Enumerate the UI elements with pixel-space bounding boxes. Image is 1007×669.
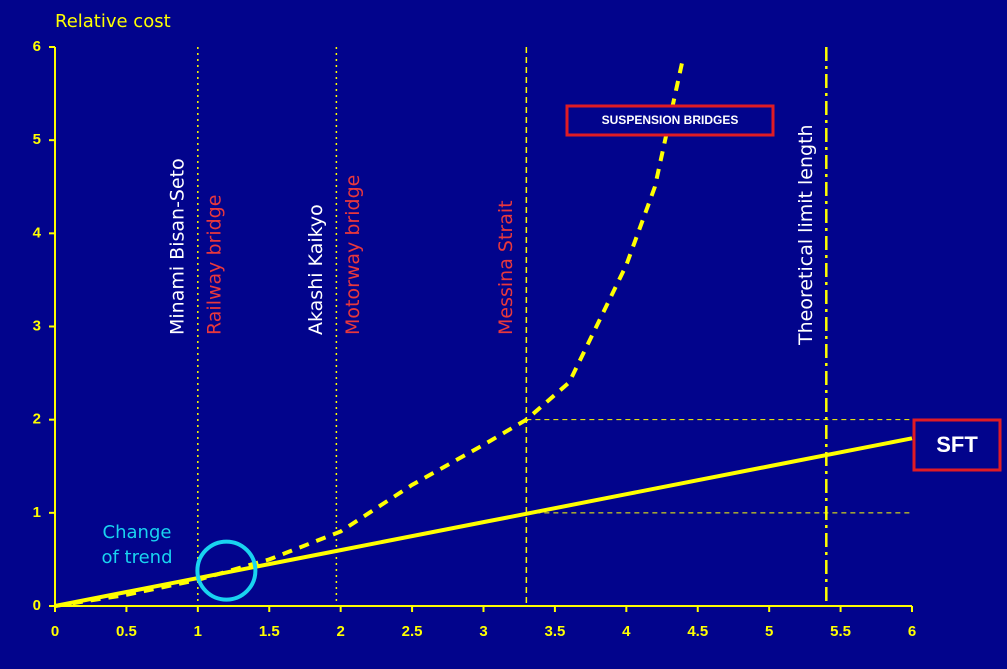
- x-tick-label: 1.5: [259, 623, 280, 640]
- annotation-text: Change: [103, 522, 172, 543]
- x-tick-label: 3.5: [544, 623, 565, 640]
- x-tick-label: 5: [765, 623, 773, 640]
- x-tick-label: 0.5: [116, 623, 137, 640]
- x-tick-label: 1: [194, 623, 202, 640]
- reference-label: Akashi Kaikyo: [305, 204, 327, 335]
- y-tick-label: 6: [33, 38, 41, 55]
- x-tick-label: 4: [622, 623, 631, 640]
- x-tick-label: 5.5: [830, 623, 851, 640]
- series-label-box: [912, 418, 1002, 472]
- x-tick-label: 3: [479, 623, 487, 640]
- reference-label: Theoretical limit length: [795, 124, 817, 346]
- y-tick-label: 4: [33, 224, 42, 241]
- x-tick-label: 6: [908, 623, 916, 640]
- reference-label: Railway bridge: [203, 195, 225, 335]
- annotation-circle: [195, 539, 258, 602]
- y-tick-label: 0: [33, 597, 41, 614]
- x-tick-label: 0: [51, 623, 59, 640]
- line-series: [54, 55, 686, 608]
- annotation-text: of trend: [101, 547, 172, 568]
- reference-label: Minami Bisan-Seto: [166, 158, 188, 335]
- reference-label: Motorway bridge: [342, 175, 364, 335]
- y-tick-label: 1: [33, 504, 41, 521]
- series-label: SUSPENSION BRIDGES: [602, 113, 739, 127]
- y-tick-label: 3: [33, 317, 41, 334]
- x-tick-label: 2.5: [402, 623, 423, 640]
- series-label-box: [565, 104, 775, 137]
- y-tick-label: 2: [33, 411, 41, 428]
- x-tick-label: 4.5: [687, 623, 708, 640]
- reference-label: Messina Strait: [495, 200, 517, 335]
- x-tick-label: 2: [336, 623, 344, 640]
- y-tick-label: 5: [33, 131, 41, 148]
- y-axis-label: Relative cost: [55, 11, 171, 32]
- series-label: SFT: [936, 432, 978, 457]
